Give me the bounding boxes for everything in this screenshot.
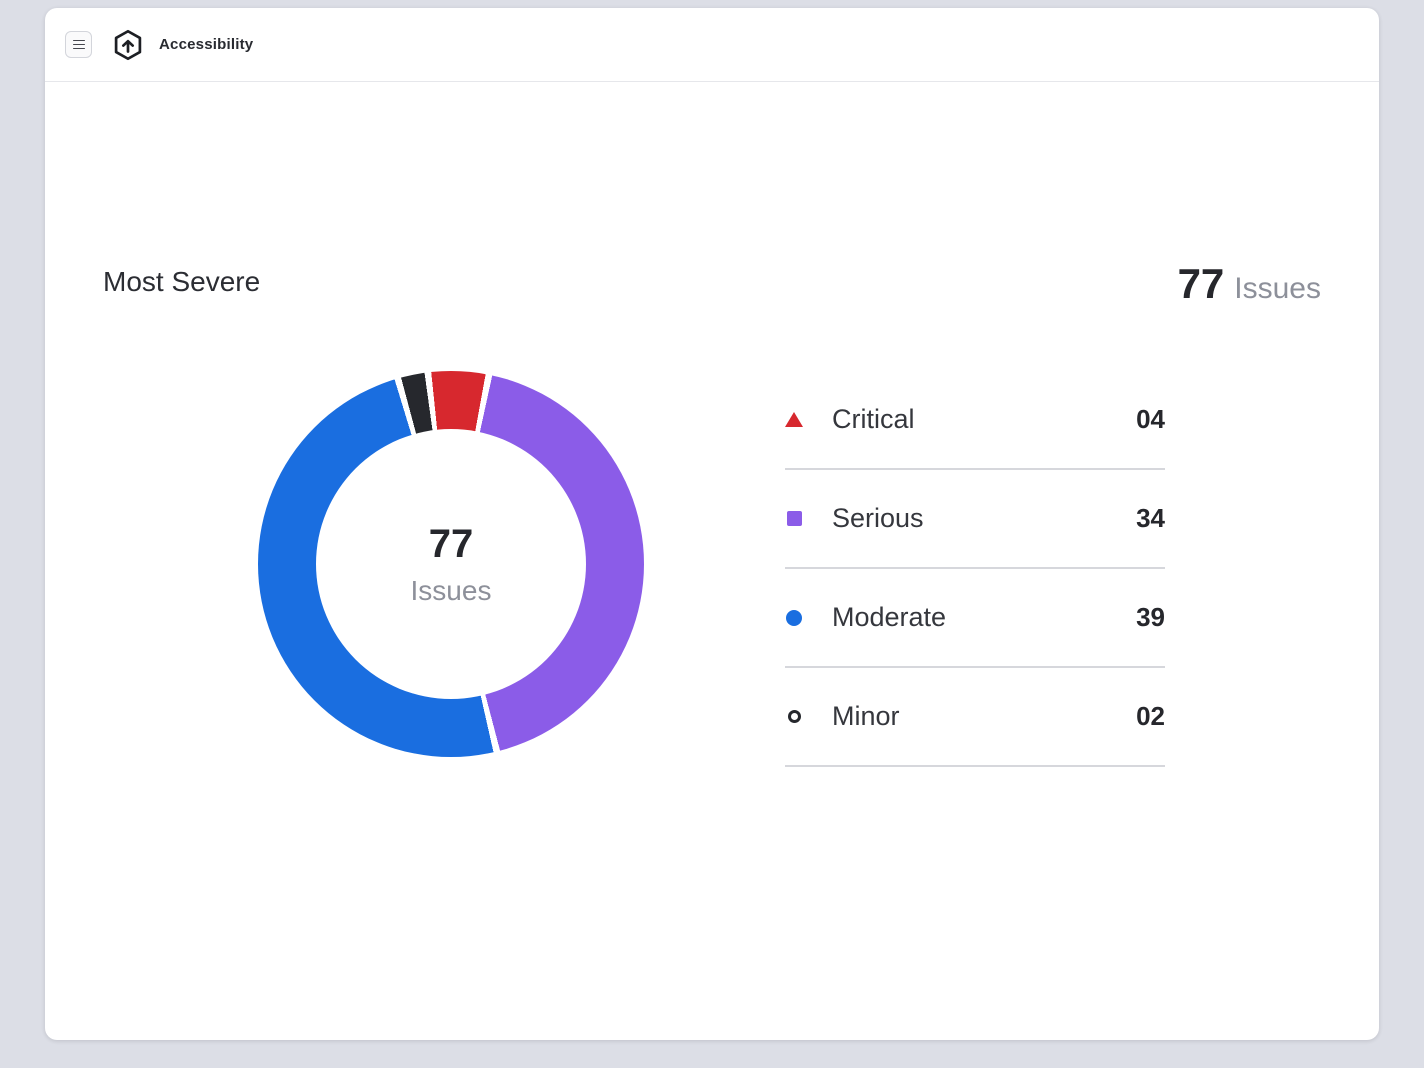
section-title: Most Severe <box>103 266 261 297</box>
hamburger-menu-icon <box>72 39 85 50</box>
legend-value: 02 <box>1136 701 1165 731</box>
main-content: Most Severe 77 Issues 77 Issues Cr <box>45 82 1379 767</box>
legend-row-serious[interactable]: Serious 34 <box>785 470 1165 569</box>
app-logo-icon <box>111 28 145 62</box>
app-title: Accessibility <box>159 36 254 53</box>
chart-row: 77 Issues Critical 04 Serious <box>103 371 1321 767</box>
legend-label: Critical <box>832 404 915 434</box>
top-bar: Accessibility <box>45 8 1379 82</box>
legend-row-critical[interactable]: Critical 04 <box>785 371 1165 470</box>
legend-label: Serious <box>832 503 924 533</box>
donut-center: 77 Issues <box>316 429 586 699</box>
critical-triangle-icon <box>785 412 803 427</box>
minor-ring-icon <box>787 710 801 723</box>
legend-row-minor[interactable]: Minor 02 <box>785 668 1165 767</box>
legend-value: 34 <box>1136 503 1165 533</box>
total-issues-counter: 77 Issues <box>1178 260 1321 308</box>
total-issues-label: Issues <box>1234 272 1321 305</box>
legend-value: 04 <box>1136 404 1165 434</box>
summary-row: Most Severe 77 Issues <box>103 260 1321 308</box>
legend-label: Moderate <box>832 602 947 632</box>
donut-center-value: 77 <box>428 521 474 566</box>
app-window: Accessibility Most Severe 77 Issues 77 I… <box>45 8 1379 1040</box>
serious-square-icon <box>786 511 802 526</box>
moderate-circle-icon <box>786 609 802 626</box>
legend-row-moderate[interactable]: Moderate 39 <box>785 569 1165 668</box>
legend-label: Minor <box>832 701 900 731</box>
total-issues-value: 77 <box>1177 260 1225 307</box>
hamburger-menu-button[interactable] <box>65 31 92 58</box>
donut-center-label: Issues <box>410 574 492 606</box>
legend: Critical 04 Serious 34 Moderate 39 <box>785 371 1165 767</box>
donut-chart: 77 Issues <box>258 371 644 757</box>
legend-value: 39 <box>1136 602 1165 632</box>
